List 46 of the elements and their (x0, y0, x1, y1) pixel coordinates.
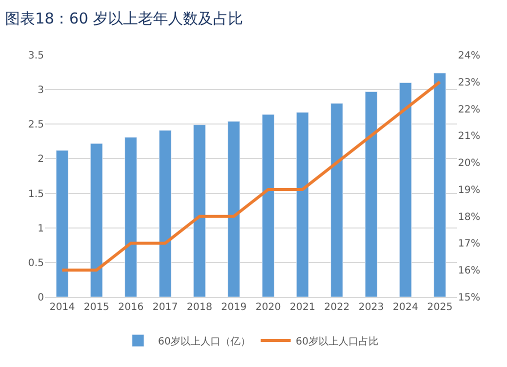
y-tick-label: 1 (38, 223, 44, 234)
x-tick-label: 2022 (324, 302, 350, 313)
x-tick-label: 2023 (358, 302, 384, 313)
x-tick-label: 2018 (186, 302, 212, 313)
bar (228, 121, 240, 297)
bar (399, 82, 412, 297)
bar (434, 72, 446, 297)
y-tick-label: 1.5 (28, 188, 44, 200)
y2-tick-label: 21% (458, 131, 480, 142)
y2-tick-label: 15% (458, 292, 480, 304)
y-tick-label: 0 (38, 292, 44, 304)
bar (296, 112, 309, 297)
y-tick-label: 2 (38, 154, 44, 166)
bar (124, 137, 138, 297)
y2-tick-label: 22% (458, 104, 480, 116)
bar (364, 91, 378, 297)
y2-tick-label: 24% (458, 50, 480, 62)
chart-title: 图表18：60 岁以上老年人数及占比 (5, 9, 244, 28)
bar (330, 103, 344, 297)
y-tick-label: 2.5 (28, 120, 44, 131)
x-tick-label: 2015 (84, 302, 110, 313)
y2-tick-label: 17% (458, 238, 480, 250)
line-series (60, 80, 442, 272)
x-tick-label: 2024 (392, 302, 418, 313)
y2-tick-label: 18% (458, 212, 480, 223)
y-tick-label: 0.5 (28, 258, 44, 269)
y2-tick-label: 16% (458, 266, 480, 277)
y2-tick-label: 23% (458, 77, 480, 88)
legend-label: 60岁以上人口占比 (296, 335, 378, 348)
y-tick-label: 3 (38, 85, 44, 96)
x-tick-label: 2019 (221, 302, 247, 313)
y-tick-label: 3.5 (28, 50, 44, 62)
x-tick-label: 2020 (255, 302, 281, 313)
x-tick-label: 2014 (49, 302, 75, 313)
y2-tick-label: 20% (458, 158, 480, 170)
y2-tick-label: 19% (458, 184, 480, 196)
x-tick-label: 2021 (290, 302, 316, 313)
x-tick-label: 2017 (152, 302, 178, 313)
bar (158, 130, 172, 297)
x-tick-label: 2025 (427, 302, 453, 313)
bar (90, 143, 103, 297)
bar (193, 124, 206, 297)
bar (262, 114, 274, 297)
x-tick-label: 2016 (118, 302, 144, 313)
legend-label: 60岁以上人口（亿） (158, 335, 251, 348)
bar (56, 150, 68, 297)
